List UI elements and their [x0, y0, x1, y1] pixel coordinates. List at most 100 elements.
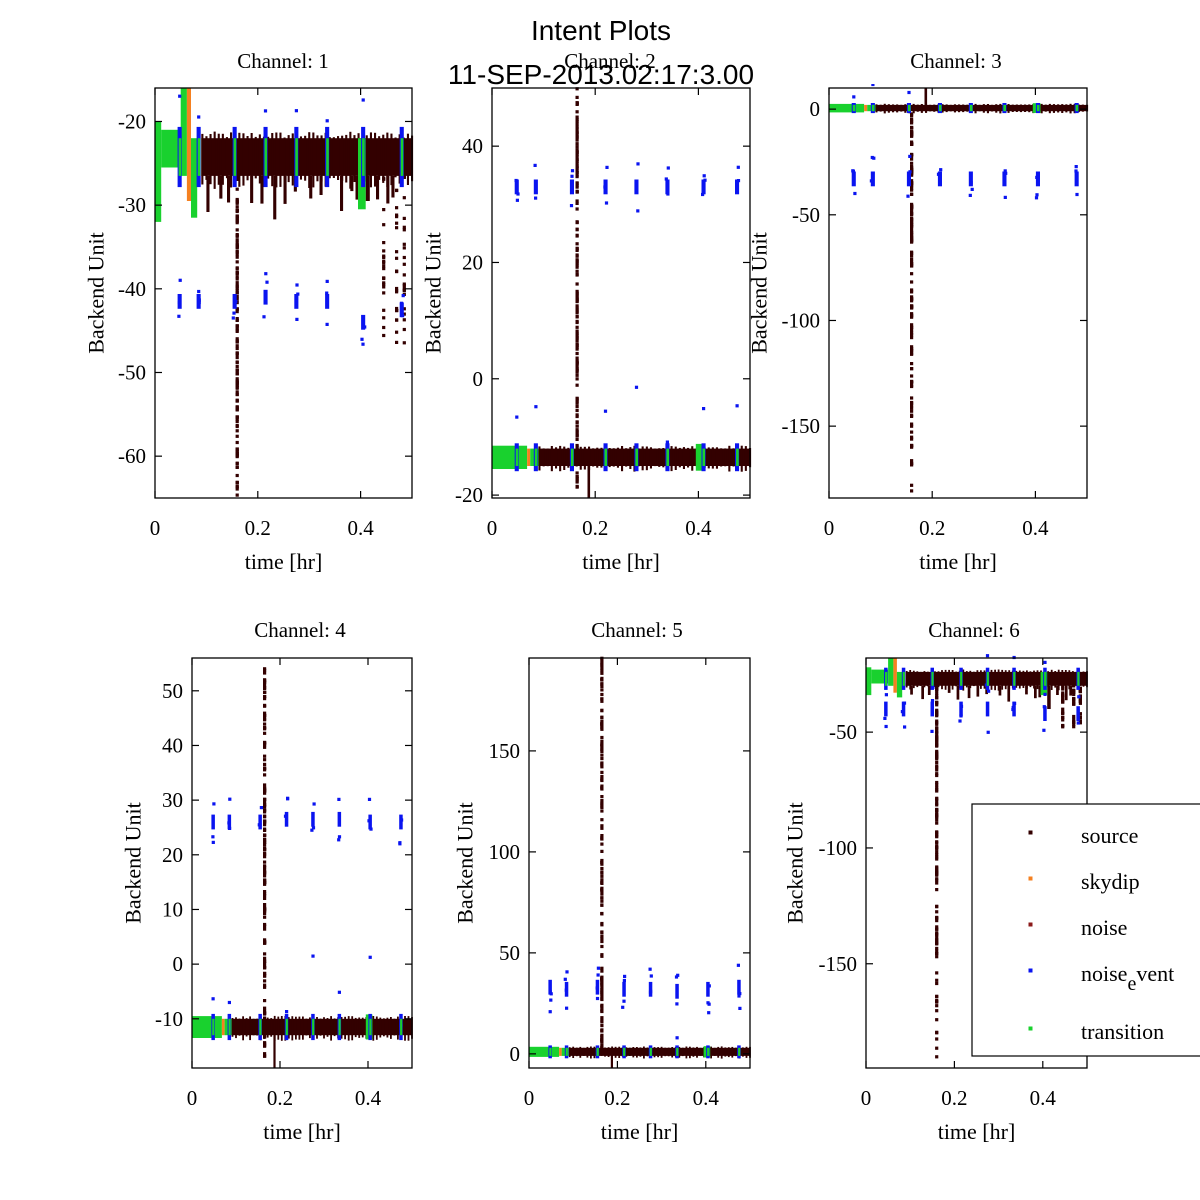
transition-marker	[326, 138, 329, 176]
source-spike-point	[910, 409, 914, 413]
source-spike-point	[935, 1037, 939, 1041]
noise-event-point	[702, 174, 706, 178]
source-spike-point	[575, 157, 579, 162]
source-spike-point	[575, 199, 579, 203]
source-spike-point	[910, 167, 914, 172]
source-spike-point	[600, 982, 604, 986]
source-point	[646, 1047, 649, 1057]
source-spike-point	[600, 966, 604, 970]
noise-event-cluster	[337, 811, 342, 827]
source-spike-point	[263, 740, 267, 744]
source-spike-point	[235, 139, 239, 143]
y-tick-label: -100	[819, 836, 858, 860]
source-point	[402, 288, 406, 292]
noise-event-point	[1075, 192, 1079, 197]
source-spike-point	[935, 855, 939, 859]
source-spike-point	[910, 152, 914, 157]
source-spike-point	[235, 221, 239, 225]
source-spike-point	[935, 691, 939, 696]
source-spike-point	[935, 821, 939, 825]
source-spike-point	[263, 874, 267, 878]
source-point	[312, 132, 315, 188]
legend-label: skydip	[1081, 869, 1140, 894]
source-spike-point	[575, 377, 579, 381]
source-spike-point	[575, 320, 579, 325]
source-point	[308, 132, 311, 188]
source-spike-point	[935, 803, 939, 807]
source-spike-point	[263, 762, 267, 766]
source-spike-point	[935, 981, 939, 986]
source-point	[1047, 671, 1049, 688]
noise-event-point	[569, 204, 574, 208]
source-spike-point	[910, 161, 914, 165]
source-spike-point	[600, 1018, 604, 1022]
transition-marker	[1075, 104, 1079, 112]
noise-event-cluster	[735, 179, 740, 195]
source-spike-point	[575, 115, 579, 119]
skydip-series	[221, 1018, 225, 1036]
source-drop	[355, 175, 359, 200]
source-point	[333, 1018, 336, 1037]
source-spike-point	[910, 179, 914, 183]
source-spike-point	[263, 878, 267, 882]
source-point	[1072, 690, 1076, 695]
panel-title: Channel: 3	[910, 49, 1002, 73]
noise-event-point	[232, 311, 236, 315]
source-spike-point	[910, 462, 914, 466]
noise-event-cluster	[1043, 706, 1047, 721]
data-points	[529, 656, 751, 1068]
noise-event-point	[736, 179, 741, 183]
source-drop	[206, 175, 210, 212]
noise-event-point	[930, 729, 934, 733]
source-point	[720, 448, 723, 467]
source-spike-point	[235, 480, 239, 484]
legend-marker	[1028, 876, 1033, 881]
source-spike-point	[910, 384, 914, 388]
source-spike-point	[600, 969, 604, 973]
source-spike-point	[235, 260, 239, 264]
source-spike-point	[263, 922, 267, 927]
source-spike-point	[263, 882, 267, 886]
skydip-series	[186, 88, 191, 201]
source-spike-point	[910, 220, 914, 224]
source-point	[671, 1047, 674, 1058]
source-spike-point	[575, 153, 579, 157]
noise-event-point	[648, 967, 652, 971]
source-spike-point	[263, 743, 267, 747]
noise-event-point	[737, 994, 741, 998]
source-spike-point	[235, 434, 239, 438]
source-point	[1008, 670, 1011, 690]
source-spike-point	[235, 288, 239, 292]
source-spike-point	[235, 287, 239, 291]
source-point	[582, 1047, 585, 1056]
source-spike-point	[235, 392, 239, 396]
transition-marker	[565, 1047, 568, 1056]
source-spike-point	[600, 747, 604, 751]
source-point	[1072, 671, 1074, 688]
source-point	[1077, 104, 1080, 113]
source-spike-point	[600, 765, 604, 769]
source-spike-point	[575, 430, 579, 434]
noise-event-point	[959, 704, 964, 708]
source-spike-point	[910, 188, 914, 192]
source-spike-point	[575, 434, 579, 438]
source-point	[637, 448, 640, 467]
source-spike-point	[235, 328, 239, 332]
source-point	[238, 132, 241, 187]
source-spike-point	[263, 959, 267, 963]
source-spike-point	[575, 359, 579, 363]
noise-event-point	[548, 990, 552, 994]
noise-event-point	[368, 955, 372, 959]
source-point	[660, 1046, 663, 1058]
source-spike-point	[235, 253, 239, 257]
source-spike-point	[575, 87, 579, 91]
noise-event-point	[312, 802, 316, 806]
source-spike-point	[263, 690, 267, 694]
source-spike-point	[600, 881, 604, 885]
source-point	[645, 446, 648, 471]
source-point	[1033, 670, 1035, 689]
source-spike-point	[575, 165, 579, 169]
noise-event-point	[852, 95, 856, 99]
source-spike-point	[935, 1009, 939, 1013]
source-spike-point	[600, 692, 604, 697]
